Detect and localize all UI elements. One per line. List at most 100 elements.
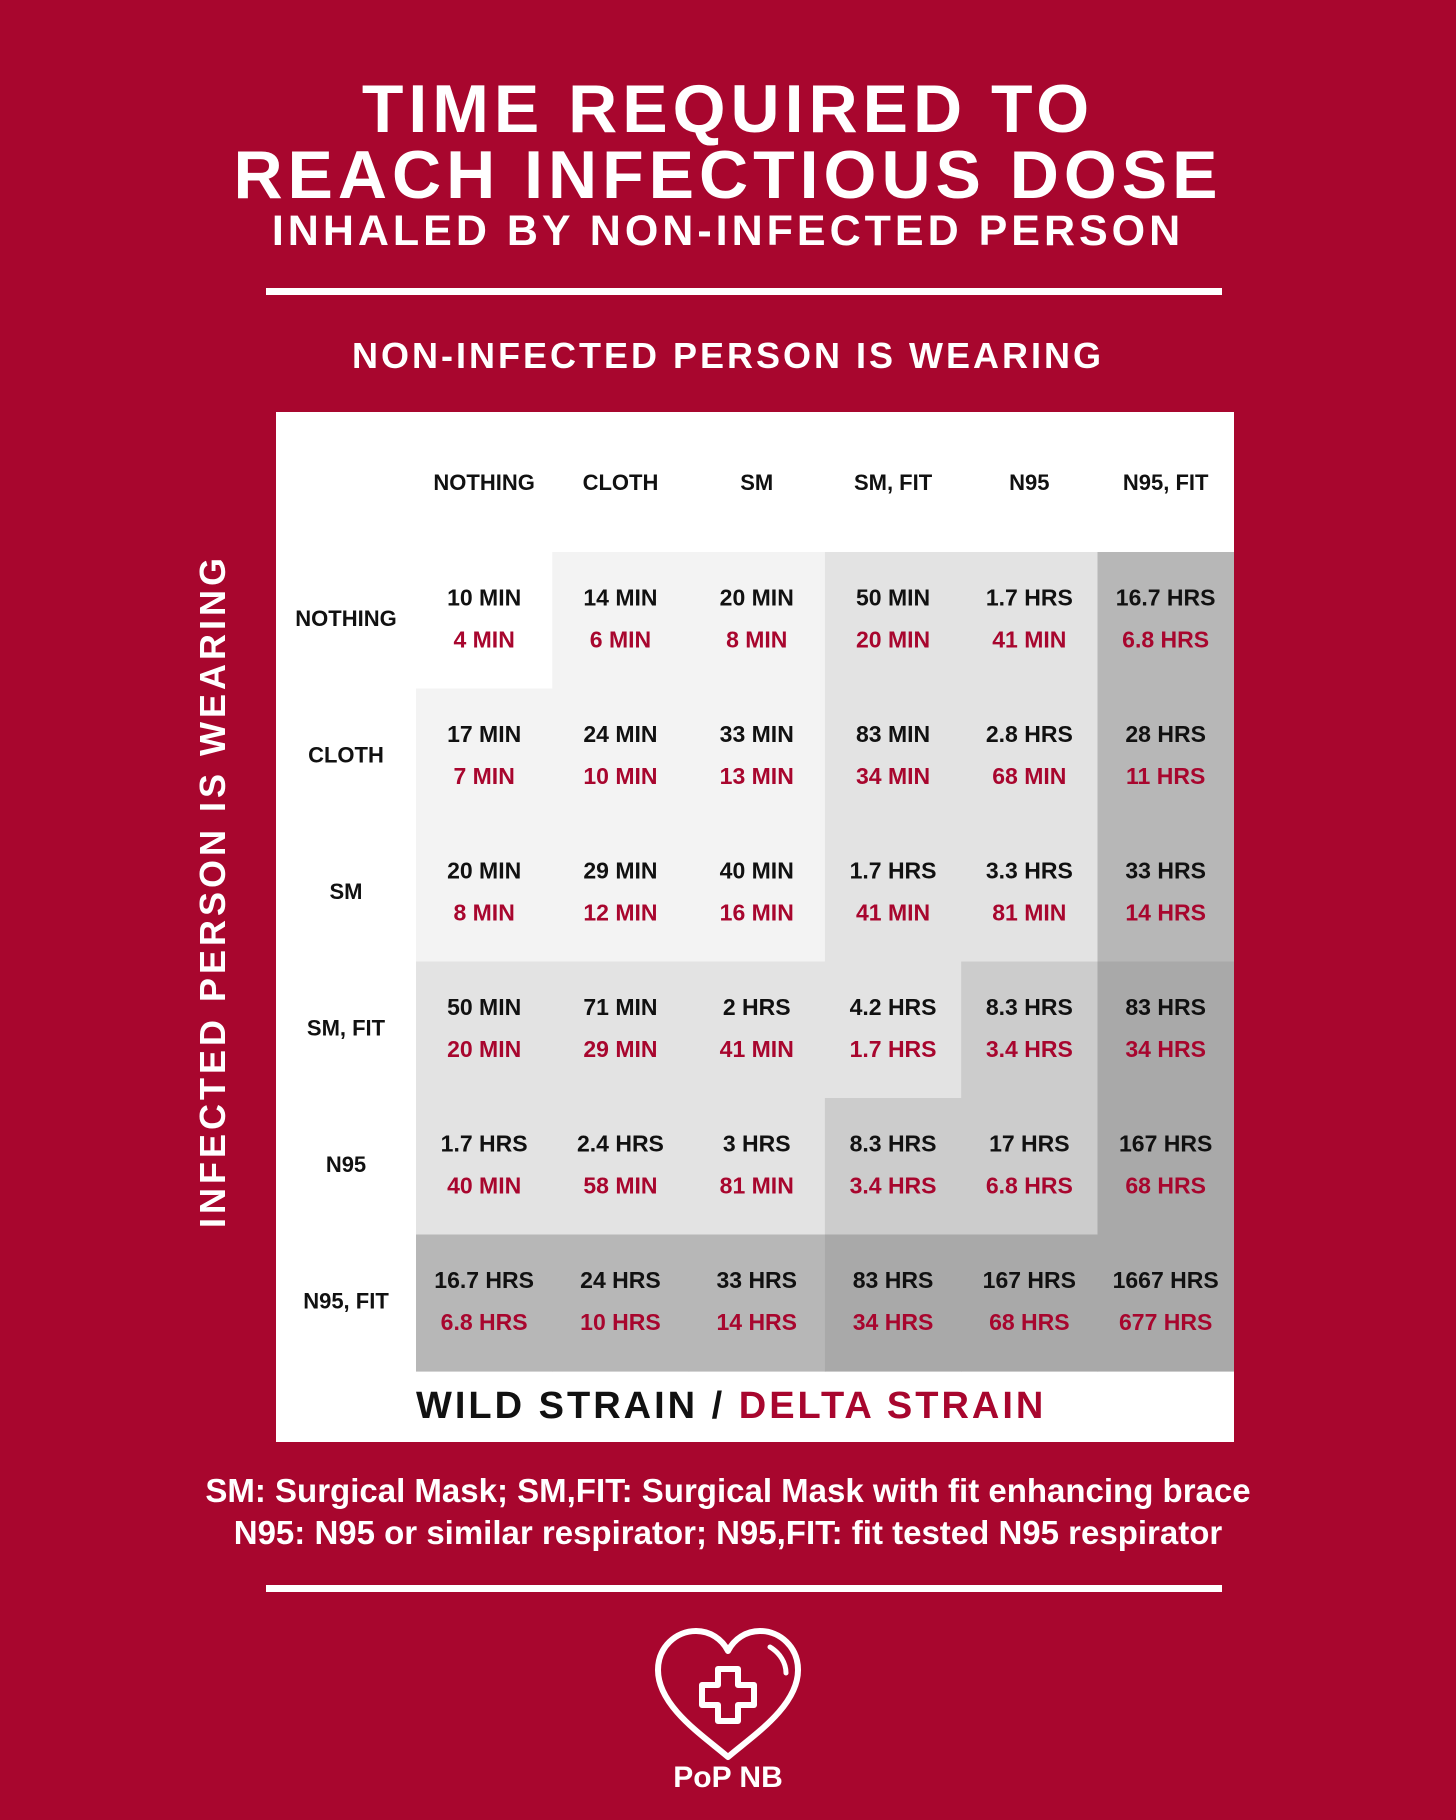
table-cell-bg	[688, 961, 826, 1099]
dose-table: NOTHING CLOTH SM SM, FIT N95 N95, FIT NOTHING C…	[295, 470, 1234, 1372]
row-header: N95	[326, 1152, 366, 1177]
table-cell-bg	[824, 1234, 962, 1372]
wild-strain-value: 1.7 HRS	[850, 857, 937, 883]
delta-strain-value: 14 HRS	[716, 1309, 797, 1335]
delta-strain-value: 41 MIN	[856, 899, 930, 925]
column-header: CLOTH	[583, 470, 659, 495]
wild-strain-value: 50 MIN	[856, 584, 930, 610]
column-header: SM, FIT	[854, 470, 933, 495]
delta-strain-value: 68 HRS	[1125, 1172, 1206, 1198]
column-header: NOTHING	[433, 470, 534, 495]
table-card: NOTHING CLOTH SM SM, FIT N95 N95, FIT NOTHING C…	[276, 412, 1234, 1442]
table-cell-bg	[1097, 1234, 1234, 1372]
table-cell-bg	[961, 688, 1099, 826]
table-cell-bg	[688, 688, 826, 826]
logo-text: PoP NB	[673, 1761, 783, 1794]
table-cell-bg	[1097, 825, 1234, 963]
wild-strain-value: 16.7 HRS	[434, 1267, 534, 1293]
delta-strain-value: 6 MIN	[590, 626, 651, 652]
legend-separator: /	[711, 1385, 726, 1427]
footnote-line-1: SM: Surgical Mask; SM,FIT: Surgical Mask…	[205, 1472, 1251, 1509]
wild-strain-value: 20 MIN	[447, 857, 521, 883]
delta-strain-value: 58 MIN	[583, 1172, 657, 1198]
wild-strain-value: 2.8 HRS	[986, 721, 1073, 747]
delta-strain-value: 41 MIN	[720, 1036, 794, 1062]
wild-strain-value: 28 HRS	[1125, 721, 1206, 747]
heart-cross-icon	[655, 1628, 801, 1760]
wild-strain-value: 17 MIN	[447, 721, 521, 747]
wild-strain-value: 3 HRS	[723, 1130, 791, 1156]
delta-strain-value: 20 MIN	[447, 1036, 521, 1062]
row-header: N95, FIT	[303, 1289, 389, 1314]
table-cell-bg	[961, 1098, 1099, 1236]
table-cell-bg	[552, 1234, 690, 1372]
delta-strain-value: 3.4 HRS	[986, 1036, 1073, 1062]
table-cell-bg	[961, 552, 1099, 690]
bottom-divider	[266, 1585, 1222, 1592]
delta-strain-value: 6.8 HRS	[1122, 626, 1209, 652]
row-header: CLOTH	[308, 743, 384, 768]
table-cell-bg	[688, 1098, 826, 1236]
wild-strain-value: 16.7 HRS	[1116, 584, 1216, 610]
wild-strain-value: 17 HRS	[989, 1130, 1070, 1156]
wild-strain-value: 20 MIN	[720, 584, 794, 610]
delta-strain-value: 68 HRS	[989, 1309, 1070, 1335]
table-cell-bg	[961, 825, 1099, 963]
delta-strain-value: 10 MIN	[583, 763, 657, 789]
table-cell-bg	[1097, 961, 1234, 1099]
delta-strain-value: 11 HRS	[1126, 763, 1205, 789]
wild-strain-value: 167 HRS	[983, 1267, 1076, 1293]
delta-strain-value: 6.8 HRS	[986, 1172, 1073, 1198]
delta-strain-value: 40 MIN	[447, 1172, 521, 1198]
table-cell-bg	[824, 688, 962, 826]
wild-strain-value: 40 MIN	[720, 857, 794, 883]
title-line-2: REACH INFECTIOUS DOSE	[233, 137, 1223, 213]
wild-strain-value: 1667 HRS	[1113, 1267, 1219, 1293]
delta-strain-value: 13 MIN	[720, 763, 794, 789]
delta-strain-value: 677 HRS	[1119, 1309, 1212, 1335]
table-cell-bg	[552, 552, 690, 690]
delta-strain-value: 81 MIN	[720, 1172, 794, 1198]
title-line-1: TIME REQUIRED TO	[361, 71, 1095, 147]
delta-strain-value: 81 MIN	[992, 899, 1066, 925]
row-header: SM, FIT	[307, 1016, 386, 1041]
delta-strain-value: 34 HRS	[853, 1309, 934, 1335]
delta-strain-value: 20 MIN	[856, 626, 930, 652]
wild-strain-value: 83 HRS	[1125, 994, 1206, 1020]
delta-strain-value: 68 MIN	[992, 763, 1066, 789]
delta-strain-value: 10 HRS	[580, 1309, 661, 1335]
wild-strain-value: 33 MIN	[720, 721, 794, 747]
table-cell-bg	[961, 961, 1099, 1099]
table-cell-bg	[824, 961, 962, 1099]
table-cell-bg	[552, 961, 690, 1099]
table-cell-bg	[688, 825, 826, 963]
column-header: N95	[1009, 470, 1049, 495]
delta-strain-value: 7 MIN	[453, 763, 514, 789]
table-cell-bg	[824, 552, 962, 690]
wild-strain-value: 1.7 HRS	[441, 1130, 528, 1156]
wild-strain-value: 3.3 HRS	[986, 857, 1073, 883]
wild-strain-value: 24 MIN	[583, 721, 657, 747]
table-cell-bg	[552, 688, 690, 826]
table-cell-bg	[688, 1234, 826, 1372]
wild-strain-value: 1.7 HRS	[986, 584, 1073, 610]
row-header: NOTHING	[295, 606, 396, 631]
wild-strain-value: 8.3 HRS	[850, 1130, 937, 1156]
wild-strain-value: 2 HRS	[723, 994, 791, 1020]
delta-strain-value: 8 MIN	[726, 626, 787, 652]
column-header: SM	[740, 470, 773, 495]
wild-strain-value: 33 HRS	[716, 1267, 797, 1293]
subtitle: INHALED BY NON-INFECTED PERSON	[271, 207, 1185, 255]
delta-strain-value: 34 HRS	[1125, 1036, 1206, 1062]
table-cell-bg	[688, 552, 826, 690]
delta-strain-value: 12 MIN	[583, 899, 657, 925]
wild-strain-value: 2.4 HRS	[577, 1130, 664, 1156]
row-header: SM	[330, 879, 363, 904]
delta-strain-value: 1.7 HRS	[850, 1036, 937, 1062]
delta-strain-value: 34 MIN	[856, 763, 930, 789]
delta-strain-value: 14 HRS	[1125, 899, 1206, 925]
table-cell-bg	[824, 1098, 962, 1236]
table-cell-bg	[1097, 552, 1234, 690]
delta-strain-value: 29 MIN	[583, 1036, 657, 1062]
strain-legend: WILD STRAIN / DELTA STRAIN	[416, 1384, 1046, 1428]
